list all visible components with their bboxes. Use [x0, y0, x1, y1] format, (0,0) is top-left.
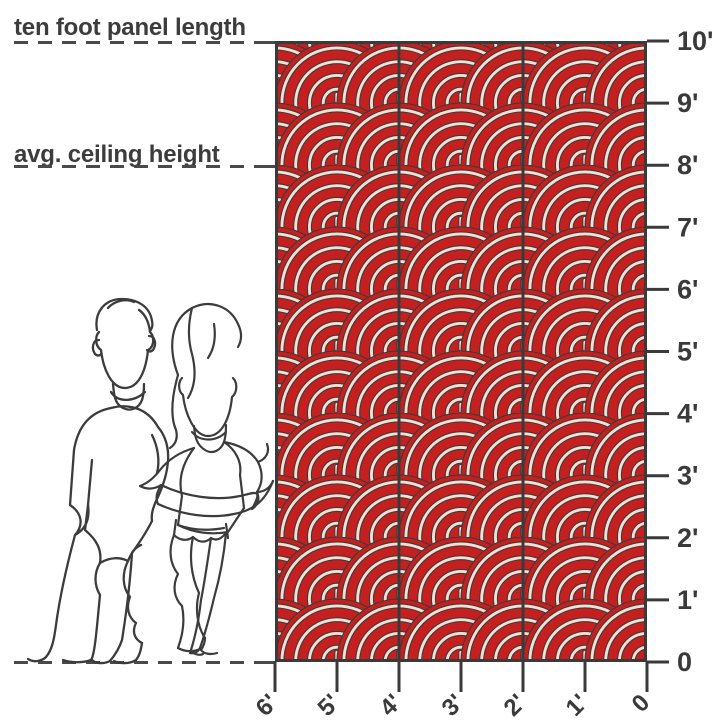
svg-text:1': 1': [561, 689, 594, 720]
svg-text:2': 2': [499, 689, 532, 720]
svg-text:6': 6': [251, 689, 284, 720]
svg-text:3': 3': [437, 689, 470, 720]
svg-text:5': 5': [313, 689, 346, 720]
svg-text:4': 4': [375, 689, 408, 720]
svg-text:0: 0: [627, 689, 656, 718]
